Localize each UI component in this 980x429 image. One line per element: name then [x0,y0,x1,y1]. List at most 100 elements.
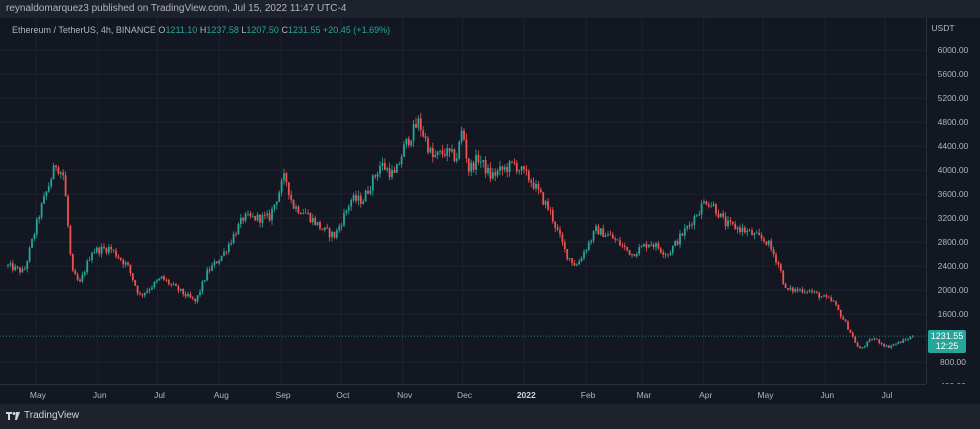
candle-body [290,194,293,200]
candle-body [496,170,499,176]
candle-body [475,154,477,170]
open-value: 1211.10 [165,25,198,35]
candle-body [633,254,636,257]
candle-body [427,138,429,153]
candle-body [763,238,765,242]
candle-body [686,226,689,229]
candle-body [909,336,912,340]
candle-body [259,214,261,223]
open-label: O [158,25,166,35]
published-info: reynaldomarquez3 published on TradingVie… [6,3,347,14]
candle-body [95,247,98,253]
candle-body [112,249,115,251]
candle-body [880,343,883,345]
candle-body [827,296,830,298]
candle-body [424,136,427,139]
candle-body [340,225,343,227]
candle-body [575,264,578,266]
candle-body [592,231,595,241]
candle-body [683,228,686,236]
candle-body [14,266,17,271]
candle-body [638,247,641,255]
x-tick-label: 2022 [517,390,536,400]
candle-body [895,343,897,345]
y-tick-label: 4800.00 [938,117,969,127]
candle-body [789,287,792,290]
candle-body [883,344,885,347]
candle-body [347,206,350,211]
candle-body [573,263,576,266]
candle-body [712,204,715,206]
candle-body [26,261,29,270]
x-tick-label: May [757,390,774,400]
x-tick-label: Sep [276,390,291,400]
candle-body [839,310,842,317]
candle-body [364,190,367,202]
candle-body [225,251,228,253]
candle-body [295,206,297,209]
candle-body [743,227,746,233]
price-chart[interactable] [0,18,926,384]
candle-body [628,249,631,256]
candle-body [525,169,528,172]
candle-body [79,279,81,282]
candle-body [801,289,804,293]
candle-body [381,162,384,166]
candle-body [167,280,170,285]
candle-body [619,240,621,246]
candle-body [527,171,530,181]
y-tick-label: 3600.00 [938,189,969,199]
candle-body [494,172,497,176]
candle-body [844,319,847,322]
candle-body [460,130,463,142]
candle-body [187,293,189,297]
candle-body [626,246,629,250]
candle-body [563,242,566,249]
candle-body [256,214,259,221]
candle-body [38,217,41,220]
candle-body [544,201,547,205]
candle-body [86,260,89,273]
candle-body [710,205,713,207]
candle-body [851,332,854,337]
price-axis[interactable]: 6000.00 5600.00 5200.00 4800.00 4400.00 4000.… [926,18,980,384]
candle-body [35,219,38,235]
candle-body [153,281,156,288]
candle-body [511,161,513,163]
candle-body [297,206,300,213]
candle-body [549,209,552,211]
candle-body [782,270,785,284]
symbol-label: Ethereum / TetherUS, 4h, BINANCE [12,25,156,35]
candle-body [808,290,811,292]
candle-body [806,291,809,293]
candle-body [254,216,257,221]
candle-body [734,223,737,230]
candle-body [232,234,235,243]
candle-body [748,230,751,232]
candle-body [110,246,113,250]
candle-body [419,118,422,131]
candle-body [542,192,545,205]
candles [7,112,914,350]
candle-body [213,261,216,266]
candle-body [479,161,482,163]
candle-body [849,329,852,333]
candle-body [854,336,857,343]
candle-body [410,140,413,146]
candle-body [367,190,369,194]
candle-body [261,215,264,223]
candle-body [247,213,249,215]
candle-body [88,260,91,261]
candle-body [799,289,801,291]
candle-body [892,344,895,346]
candle-body [16,266,19,268]
candle-body [119,258,122,261]
candle-body [249,213,252,217]
candle-body [523,166,525,170]
candle-body [647,244,650,248]
candle-body [650,244,653,246]
candle-body [811,290,813,293]
tradingview-brand[interactable]: TradingView [6,410,79,421]
x-tick-label: Dec [457,390,473,400]
time-axis[interactable]: May Jun Jul Aug Sep Oct Nov Dec 2022 Feb Mar Apr May… [0,384,926,404]
